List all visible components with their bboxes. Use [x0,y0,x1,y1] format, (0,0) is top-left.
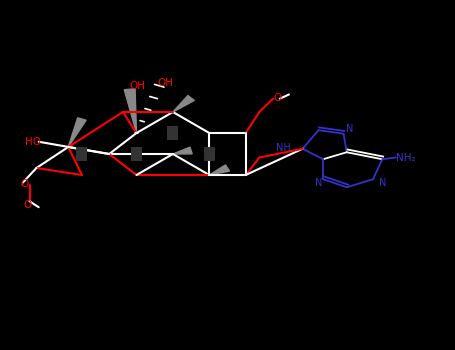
Polygon shape [209,165,229,175]
Text: O: O [20,179,29,189]
Polygon shape [68,118,86,147]
Text: HO: HO [25,137,41,147]
Polygon shape [173,96,194,112]
Bar [76,147,87,161]
Polygon shape [173,147,192,154]
Text: O: O [24,200,32,210]
Bar [204,147,215,161]
Text: N: N [379,178,386,188]
Text: N: N [346,125,353,134]
Text: OH: OH [130,81,146,91]
Polygon shape [124,89,136,133]
Text: NH₂: NH₂ [396,153,415,163]
Bar [167,126,178,140]
Text: O: O [273,93,281,103]
Text: NH: NH [277,143,291,153]
Bar [131,147,142,161]
Text: N: N [315,178,322,188]
Text: OH: OH [157,78,173,88]
